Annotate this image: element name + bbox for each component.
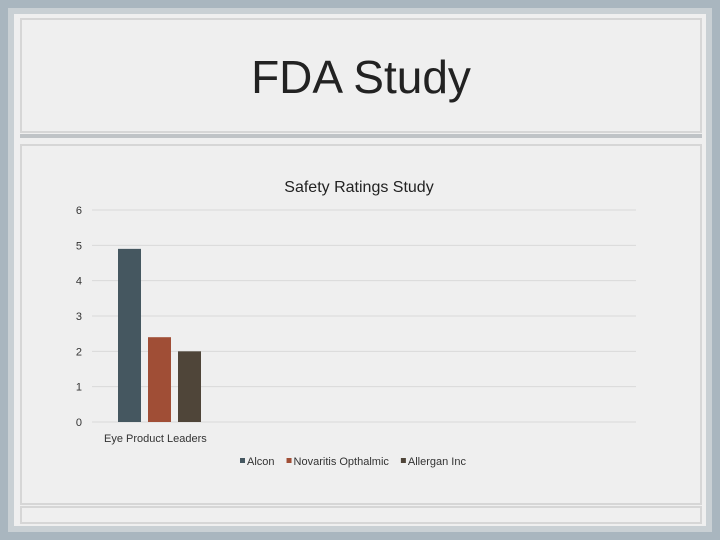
legend-swatch: [400, 458, 406, 463]
x-axis-categories: Eye Product Leaders: [104, 433, 207, 445]
y-tick-label: 0: [76, 417, 82, 429]
y-tick-label: 2: [76, 346, 82, 358]
y-axis-ticks: 0 1 2 3 4 5 6: [76, 205, 82, 429]
legend-swatch: [286, 458, 292, 463]
title-box: FDA Study: [20, 18, 702, 133]
legend: Alcon Novaritis Opthalmic Allergan Inc: [240, 456, 466, 468]
legend-label: Allergan Inc: [408, 456, 467, 468]
slide-title: FDA Study: [251, 51, 471, 103]
legend-swatch: [240, 458, 245, 463]
y-tick-label: 5: [76, 240, 82, 252]
chart-title: Safety Ratings Study: [284, 179, 433, 196]
bar-novaritis-opthalmic: [148, 337, 171, 422]
y-tick-label: 3: [76, 311, 82, 323]
bar-allergan-inc: [178, 351, 201, 422]
legend-label: Alcon: [247, 456, 275, 468]
content-box: [20, 144, 702, 505]
y-tick-label: 6: [76, 205, 82, 217]
bar-alcon: [118, 248, 141, 422]
x-category-label: Eye Product Leaders: [104, 433, 207, 445]
footer-box: [20, 506, 702, 524]
gridlines: [92, 209, 636, 423]
slide: FDA Study: [14, 14, 706, 526]
legend-label: Novaritis Opthalmic: [294, 456, 390, 468]
title-divider: [20, 134, 702, 138]
y-tick-label: 4: [76, 276, 82, 288]
y-tick-label: 1: [76, 382, 82, 394]
bars: [118, 248, 201, 422]
